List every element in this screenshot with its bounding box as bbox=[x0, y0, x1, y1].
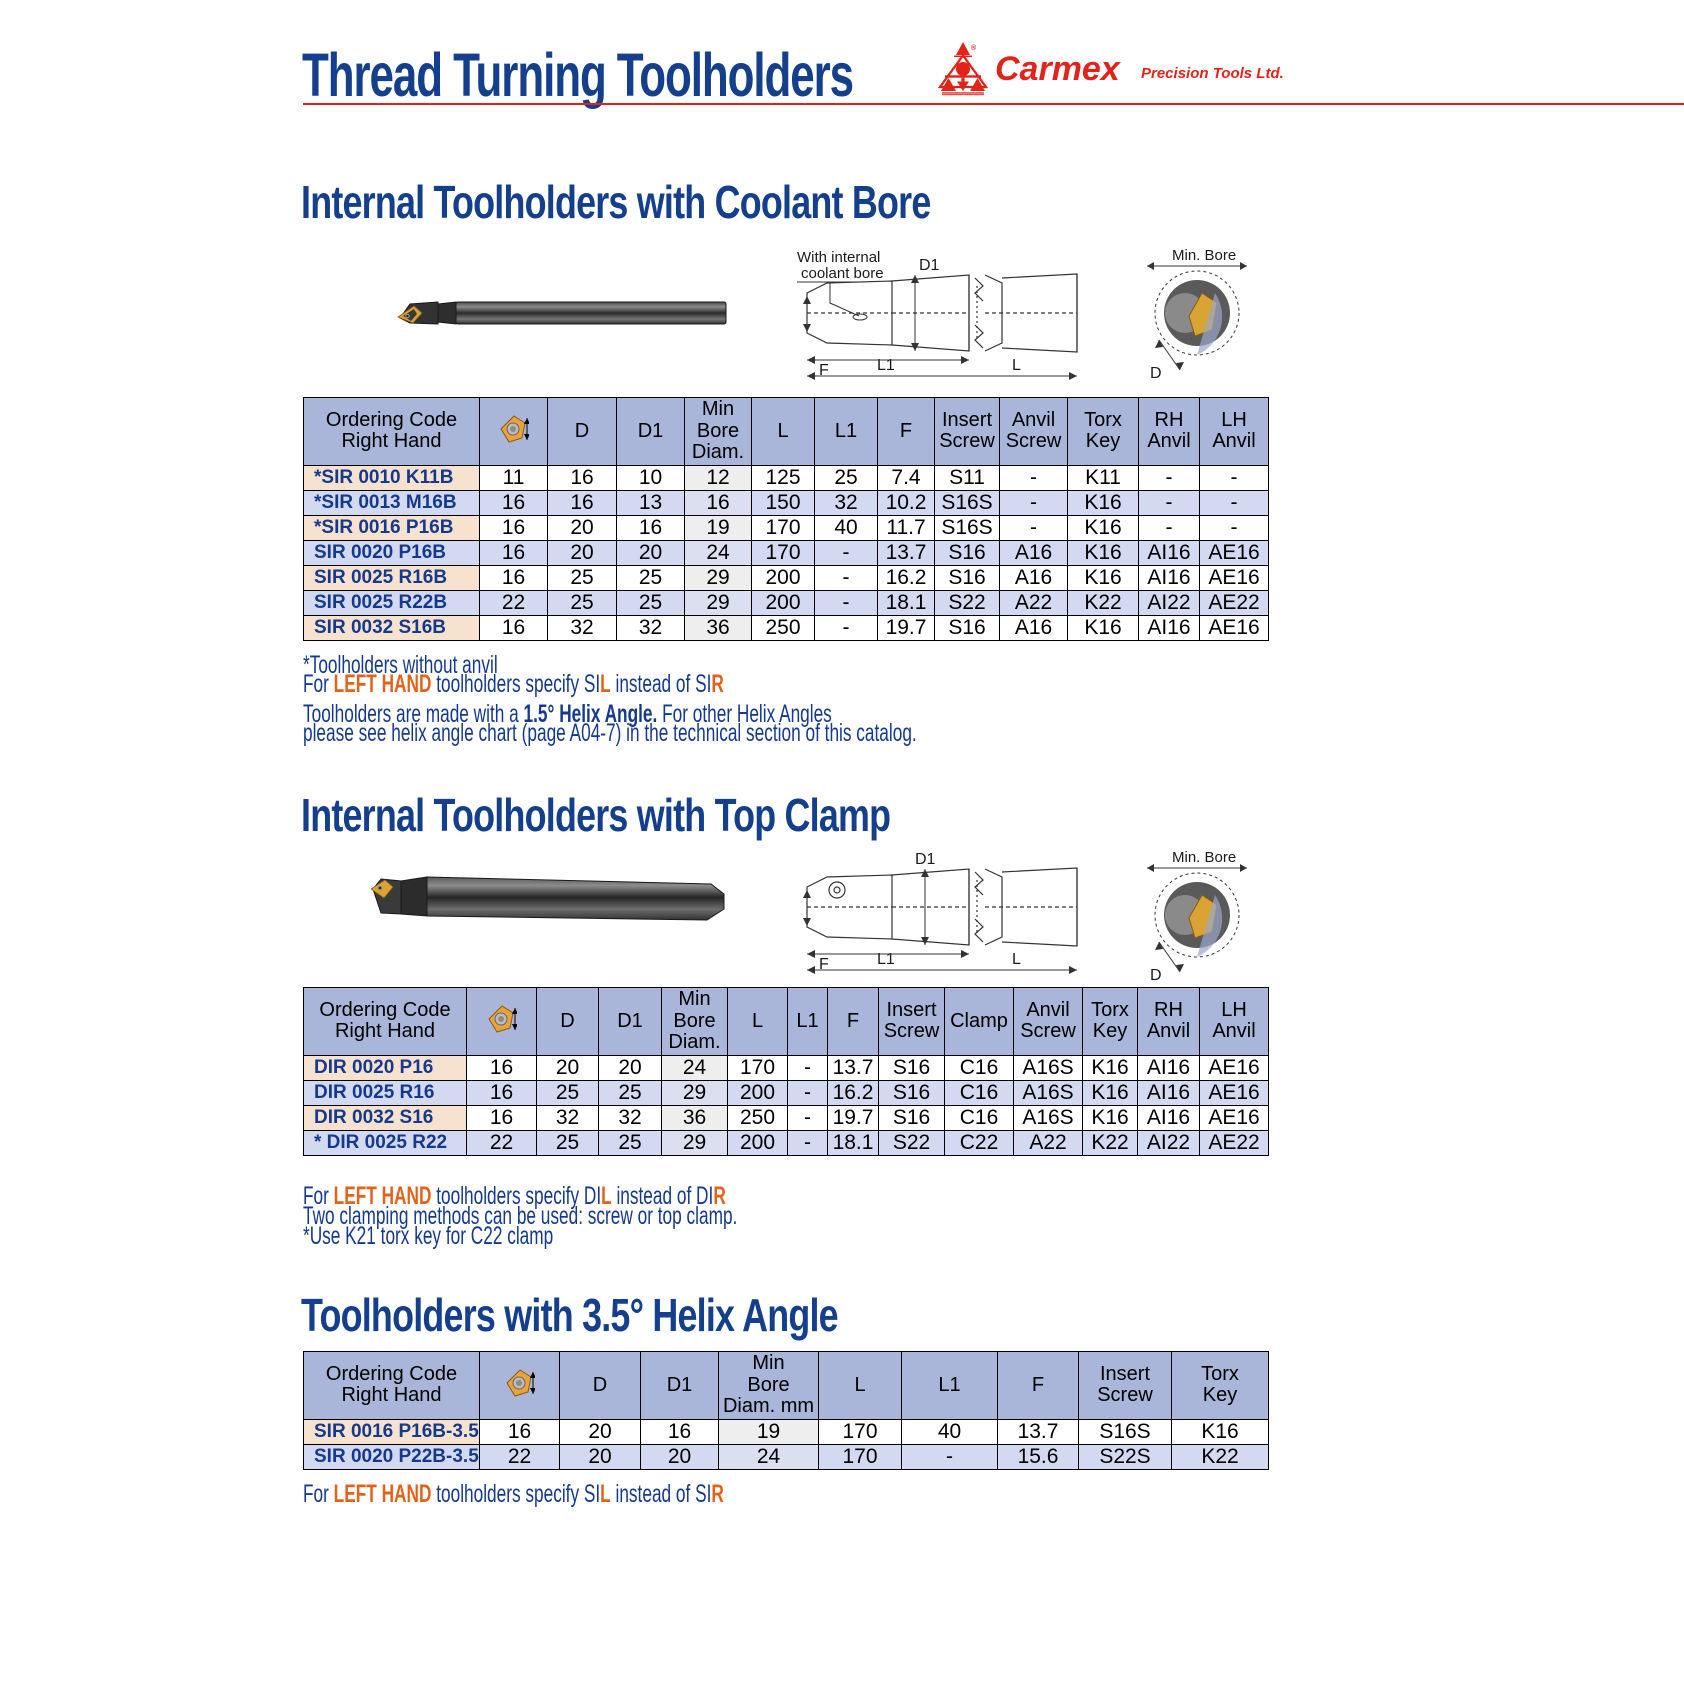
svg-text:D1: D1 bbox=[919, 257, 940, 274]
svg-text:Min. Bore: Min. Bore bbox=[1172, 850, 1236, 866]
svg-text:L: L bbox=[1012, 357, 1021, 374]
svg-text:D: D bbox=[1150, 967, 1162, 984]
svg-text:L: L bbox=[1012, 951, 1021, 968]
svg-text:coolant bore: coolant bore bbox=[801, 265, 884, 282]
svg-text:Precision Tools Ltd.: Precision Tools Ltd. bbox=[1141, 65, 1283, 82]
svg-text:Min. Bore: Min. Bore bbox=[1172, 248, 1236, 264]
svg-text:Carmex: Carmex bbox=[995, 50, 1122, 88]
svg-text:D1: D1 bbox=[915, 851, 936, 868]
svg-text:With internal: With internal bbox=[797, 249, 880, 266]
svg-text:D: D bbox=[1150, 365, 1162, 382]
svg-text:®: ® bbox=[971, 44, 977, 52]
